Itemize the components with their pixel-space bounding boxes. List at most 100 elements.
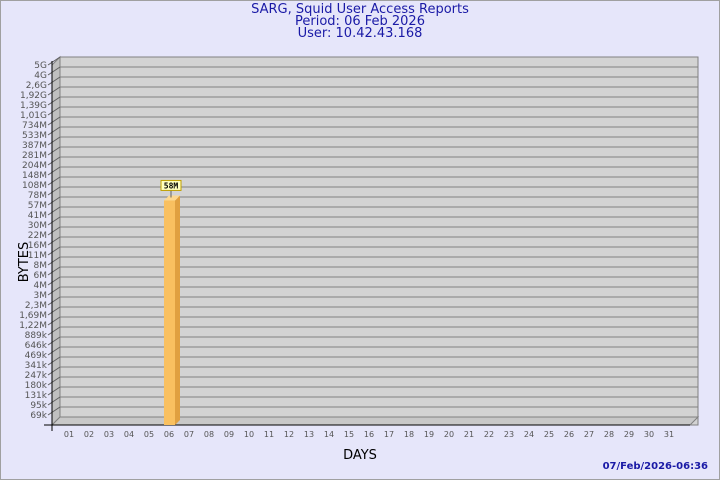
x-tick-label: 27: [584, 430, 594, 439]
y-tick: [47, 406, 61, 416]
y-tick-label: 30M: [28, 221, 47, 231]
data-label-box: [160, 179, 182, 191]
x-tick-label: 15: [344, 430, 354, 439]
y-tick-label: 1,39G: [20, 101, 47, 111]
x-tick-label: 09: [224, 430, 234, 439]
y-tick: [47, 86, 61, 96]
y-tick-label: 2,3M: [25, 301, 47, 311]
bar-front: [164, 200, 175, 425]
y-tick-label: 889k: [25, 331, 48, 341]
y-tick: [47, 186, 61, 196]
x-tick-label: 29: [624, 430, 634, 439]
x-tick-label: 11: [264, 430, 274, 439]
x-tick-label: 25: [544, 430, 554, 439]
x-tick-label: 13: [304, 430, 314, 439]
chart-period: Period: 06 Feb 2026: [295, 14, 425, 29]
x-tick-label: 21: [464, 430, 474, 439]
chart-user: User: 10.42.43.168: [297, 26, 423, 41]
y-tick: [47, 126, 61, 136]
y-tick-label: 1,69M: [19, 311, 47, 321]
y-tick: [47, 396, 61, 406]
x-tick-label: 05: [144, 430, 154, 439]
x-tick-label: 28: [604, 430, 614, 439]
back-wall: [59, 56, 699, 426]
y-tick: [47, 296, 61, 306]
y-tick-label: 69k: [30, 411, 47, 421]
x-tick-label: 08: [204, 430, 214, 439]
y-tick-label: 281M: [22, 151, 47, 161]
x-tick-label: 03: [104, 430, 114, 439]
y-tick: [47, 286, 61, 296]
y-tick: [47, 116, 61, 126]
y-tick-label: 6M: [34, 271, 48, 281]
y-tick: [47, 306, 61, 316]
x-tick-label: 04: [124, 430, 134, 439]
y-tick-label: 2,6G: [26, 81, 47, 91]
y-tick: [47, 226, 61, 236]
y-tick: [47, 366, 61, 376]
x-tick-label: 14: [324, 430, 334, 439]
x-tick-label: 23: [504, 430, 514, 439]
y-tick: [47, 256, 61, 266]
y-tick-label: 148M: [22, 171, 47, 181]
x-tick-label: 12: [284, 430, 294, 439]
bar-top: [164, 195, 180, 201]
timestamp: 07/Feb/2026-06:36: [602, 461, 708, 472]
y-tick-label: 1,22M: [19, 321, 47, 331]
y-tick-label: 108M: [22, 181, 47, 191]
y-tick-label: 5G: [34, 61, 47, 71]
y-tick: [47, 76, 61, 86]
y-tick: [47, 66, 61, 76]
y-tick: [47, 136, 61, 146]
y-axis-label: BYTES: [16, 241, 32, 283]
x-tick-label: 01: [64, 430, 74, 439]
y-tick-label: 8M: [34, 261, 48, 271]
x-tick-label: 07: [184, 430, 194, 439]
x-tick-label: 18: [404, 430, 414, 439]
y-tick-label: 533M: [22, 131, 47, 141]
x-tick-label: 26: [564, 430, 574, 439]
x-tick-label: 10: [244, 430, 254, 439]
y-tick: [47, 106, 61, 116]
x-tick-label: 16: [364, 430, 374, 439]
y-tick-label: 22M: [28, 231, 47, 241]
y-tick-label: 95k: [30, 401, 47, 411]
x-tick-label: 06: [164, 430, 174, 439]
y-tick-label: 16M: [28, 241, 47, 251]
y-tick-label: 3M: [34, 291, 48, 301]
floor: [50, 416, 700, 426]
y-tick: [47, 96, 61, 106]
y-tick-label: 1,01G: [20, 111, 47, 121]
y-tick: [47, 316, 61, 326]
chart-title: SARG, Squid User Access Reports: [251, 2, 469, 17]
y-tick: [47, 206, 61, 216]
y-tick: [47, 336, 61, 346]
y-tick: [47, 386, 61, 396]
y-tick: [47, 156, 61, 166]
y-tick: [47, 166, 61, 176]
y-tick-label: 4G: [34, 71, 47, 81]
y-tick-label: 41M: [28, 211, 47, 221]
y-tick: [47, 246, 61, 256]
x-tick-label: 20: [444, 430, 454, 439]
y-tick-label: 247k: [25, 371, 48, 381]
x-tick-label: 02: [84, 430, 94, 439]
data-label: 58M: [164, 181, 179, 190]
x-tick-label: 17: [384, 430, 394, 439]
y-tick-label: 387M: [22, 141, 47, 151]
x-tick-label: 24: [524, 430, 534, 439]
y-tick: [47, 376, 61, 386]
x-tick-label: 31: [664, 430, 674, 439]
y-tick-label: 646k: [25, 341, 48, 351]
y-tick: [47, 146, 61, 156]
y-tick-label: 341k: [25, 361, 48, 371]
y-tick-label: 11M: [28, 251, 47, 261]
x-tick-label: 22: [484, 430, 494, 439]
y-tick-label: 1,92G: [20, 91, 47, 101]
x-tick-label: 30: [644, 430, 654, 439]
y-tick: [47, 276, 61, 286]
y-tick: [47, 266, 61, 276]
y-tick-label: 734M: [22, 121, 47, 131]
x-tick-label: 19: [424, 430, 434, 439]
